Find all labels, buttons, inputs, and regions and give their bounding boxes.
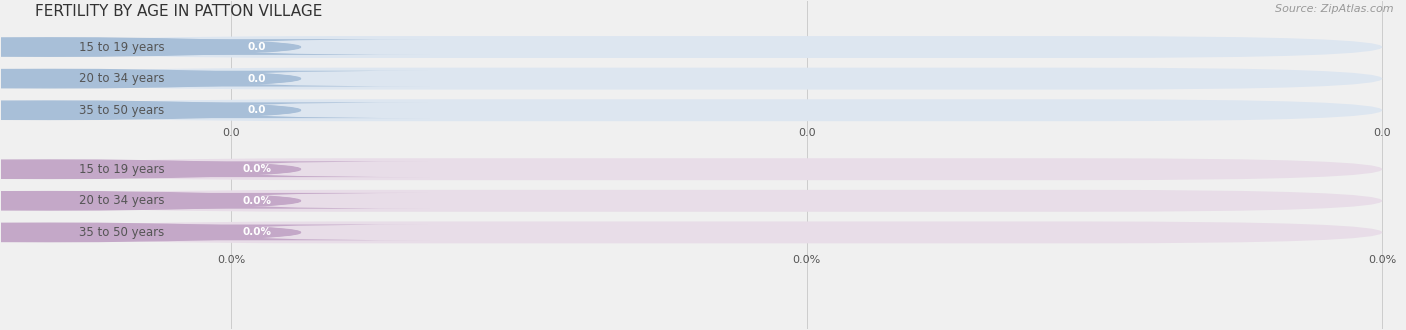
- Circle shape: [0, 160, 301, 179]
- FancyBboxPatch shape: [35, 158, 1382, 180]
- Text: Source: ZipAtlas.com: Source: ZipAtlas.com: [1275, 4, 1393, 14]
- Text: 0.0: 0.0: [247, 74, 266, 83]
- Text: 0.0%: 0.0%: [242, 227, 271, 237]
- Circle shape: [0, 69, 301, 88]
- FancyBboxPatch shape: [84, 161, 429, 177]
- Circle shape: [0, 101, 301, 119]
- FancyBboxPatch shape: [35, 36, 1382, 58]
- Circle shape: [0, 223, 301, 242]
- Text: 15 to 19 years: 15 to 19 years: [79, 41, 165, 53]
- Circle shape: [0, 192, 301, 210]
- FancyBboxPatch shape: [84, 193, 429, 209]
- Text: 0.0: 0.0: [797, 128, 815, 138]
- Text: 20 to 34 years: 20 to 34 years: [79, 72, 165, 85]
- Text: 0.0: 0.0: [222, 128, 240, 138]
- FancyBboxPatch shape: [35, 221, 1382, 243]
- Text: 35 to 50 years: 35 to 50 years: [79, 104, 165, 117]
- Text: FERTILITY BY AGE IN PATTON VILLAGE: FERTILITY BY AGE IN PATTON VILLAGE: [35, 4, 322, 19]
- FancyBboxPatch shape: [35, 68, 1382, 89]
- FancyBboxPatch shape: [35, 99, 1382, 121]
- FancyBboxPatch shape: [84, 102, 429, 118]
- Text: 0.0%: 0.0%: [1368, 255, 1396, 265]
- Text: 0.0%: 0.0%: [242, 196, 271, 206]
- Circle shape: [0, 38, 301, 56]
- Text: 0.0%: 0.0%: [793, 255, 821, 265]
- Text: 0.0: 0.0: [1374, 128, 1391, 138]
- Text: 0.0%: 0.0%: [217, 255, 245, 265]
- Text: 20 to 34 years: 20 to 34 years: [79, 194, 165, 207]
- Text: 0.0: 0.0: [247, 105, 266, 115]
- Text: 35 to 50 years: 35 to 50 years: [79, 226, 165, 239]
- Text: 15 to 19 years: 15 to 19 years: [79, 163, 165, 176]
- FancyBboxPatch shape: [35, 190, 1382, 212]
- Text: 0.0%: 0.0%: [242, 164, 271, 174]
- FancyBboxPatch shape: [84, 71, 429, 86]
- Text: 0.0: 0.0: [247, 42, 266, 52]
- FancyBboxPatch shape: [84, 224, 429, 240]
- FancyBboxPatch shape: [84, 39, 429, 55]
